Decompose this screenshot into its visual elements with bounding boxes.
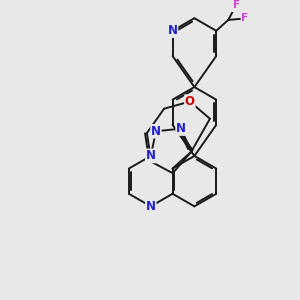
Text: N: N [146, 149, 156, 162]
Text: F: F [241, 14, 248, 23]
Text: N: N [151, 125, 161, 138]
Text: N: N [146, 200, 156, 213]
Text: N: N [168, 24, 178, 37]
Text: N: N [146, 149, 156, 162]
Text: F: F [233, 0, 240, 10]
Text: N: N [176, 122, 186, 135]
Text: O: O [185, 95, 195, 108]
